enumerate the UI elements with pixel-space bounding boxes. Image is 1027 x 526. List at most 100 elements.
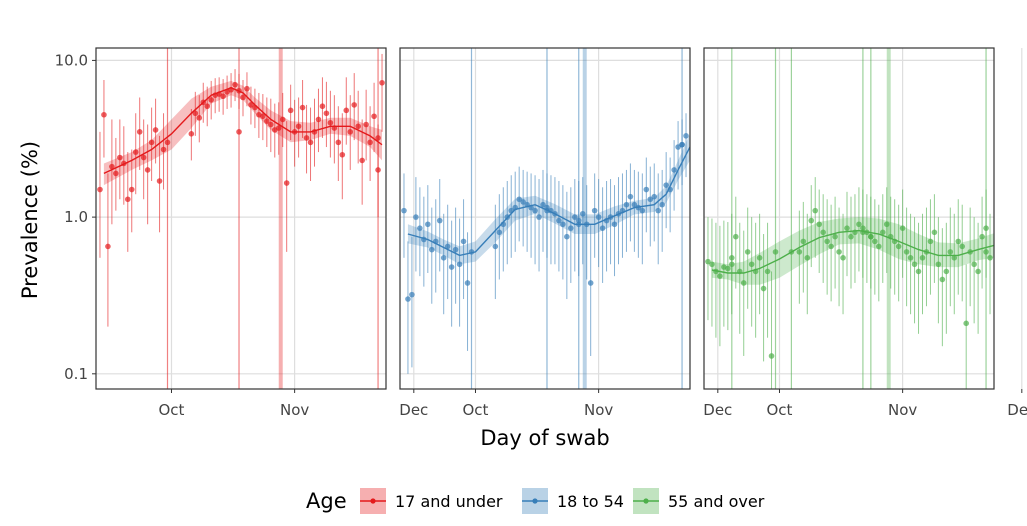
- data-point: [744, 249, 751, 255]
- data-point: [651, 193, 658, 200]
- data-point: [343, 107, 350, 114]
- legend-label-3: 55 and over: [668, 492, 765, 511]
- panel-18-to-54: Oct Nov Dec: [399, 47, 732, 419]
- legend-key-point: [532, 498, 538, 504]
- data-point: [109, 163, 115, 170]
- fitted-line: [407, 146, 690, 257]
- data-point: [283, 180, 290, 186]
- legend-key-point: [370, 498, 376, 504]
- gap-band: [278, 48, 283, 389]
- data-point: [152, 127, 159, 133]
- data-point: [405, 296, 411, 302]
- legend-key-point: [643, 498, 649, 504]
- plot-area: [401, 48, 690, 389]
- x-tick-label: Nov: [584, 401, 613, 419]
- data-point: [611, 221, 618, 228]
- data-point: [371, 113, 377, 120]
- fitted-line: [711, 229, 994, 274]
- x-tick-label: Dec: [703, 401, 732, 419]
- data-point: [351, 102, 358, 108]
- data-point: [375, 135, 381, 141]
- data-point: [800, 238, 807, 245]
- data-point: [564, 233, 570, 240]
- data-point: [440, 254, 447, 261]
- y-tick-label: 0.1: [64, 365, 88, 383]
- data-point: [732, 233, 739, 240]
- data-point: [760, 285, 767, 292]
- data-point: [848, 233, 854, 240]
- data-point: [647, 196, 654, 203]
- data-point: [401, 207, 407, 214]
- data-point: [287, 107, 294, 114]
- data-point: [323, 110, 330, 117]
- data-point: [729, 261, 735, 268]
- data-point: [128, 186, 135, 193]
- data-point: [971, 261, 977, 268]
- data-point: [413, 214, 419, 220]
- data-point: [536, 214, 542, 220]
- data-point: [456, 261, 463, 268]
- data-point: [160, 146, 167, 153]
- data-point: [935, 261, 942, 268]
- data-point: [144, 167, 151, 173]
- data-point: [236, 129, 242, 135]
- data-point: [117, 154, 123, 161]
- data-point: [105, 243, 111, 250]
- data-point: [828, 243, 834, 250]
- data-point: [244, 85, 250, 92]
- data-point: [595, 214, 602, 220]
- panel-55-and-over: Oct Nov Dec: [703, 47, 1027, 419]
- data-point: [623, 201, 630, 208]
- data-point: [959, 243, 966, 250]
- x-tick-label: Dec: [399, 401, 428, 419]
- data-point: [939, 276, 946, 283]
- data-point: [307, 139, 314, 146]
- data-point: [983, 249, 989, 255]
- data-point: [496, 229, 503, 236]
- data-point: [556, 217, 562, 224]
- data-point: [220, 93, 226, 100]
- data-point: [97, 186, 103, 193]
- data-point: [860, 225, 866, 231]
- data-point: [919, 254, 926, 261]
- data-point: [804, 254, 811, 261]
- data-point: [872, 238, 878, 245]
- data-point: [717, 273, 723, 279]
- data-point: [248, 102, 254, 108]
- data-point: [975, 268, 981, 275]
- data-point: [428, 246, 435, 253]
- data-point: [315, 116, 322, 123]
- data-point: [979, 233, 985, 240]
- data-point: [599, 225, 606, 231]
- data-point: [367, 139, 373, 146]
- data-point: [417, 225, 423, 231]
- data-point: [836, 249, 842, 255]
- data-point: [347, 129, 354, 135]
- x-axis-title: Day of swab: [480, 426, 609, 450]
- data-point: [275, 125, 282, 131]
- data-point: [816, 221, 823, 228]
- data-point: [927, 238, 934, 245]
- data-point: [947, 249, 954, 255]
- data-point: [136, 129, 143, 135]
- panel-17-and-under: 0.1 1.0 10.0 Oct Nov Dec: [55, 47, 428, 419]
- data-point: [196, 115, 203, 121]
- legend: Age 17 and under 18 to 54 55 and over: [306, 488, 765, 514]
- data-point: [319, 103, 326, 110]
- data-point: [663, 182, 669, 188]
- x-tick-label: Nov: [280, 401, 309, 419]
- data-point: [883, 221, 890, 228]
- data-point: [339, 151, 346, 158]
- panel-border: [703, 47, 995, 390]
- data-point: [748, 261, 755, 268]
- data-point: [764, 268, 771, 275]
- data-point: [729, 254, 735, 261]
- data-point: [671, 167, 677, 173]
- data-point: [295, 123, 302, 130]
- data-point: [375, 167, 381, 173]
- data-point: [303, 135, 310, 141]
- data-point: [425, 221, 431, 228]
- data-point: [772, 249, 779, 255]
- data-point: [951, 254, 958, 261]
